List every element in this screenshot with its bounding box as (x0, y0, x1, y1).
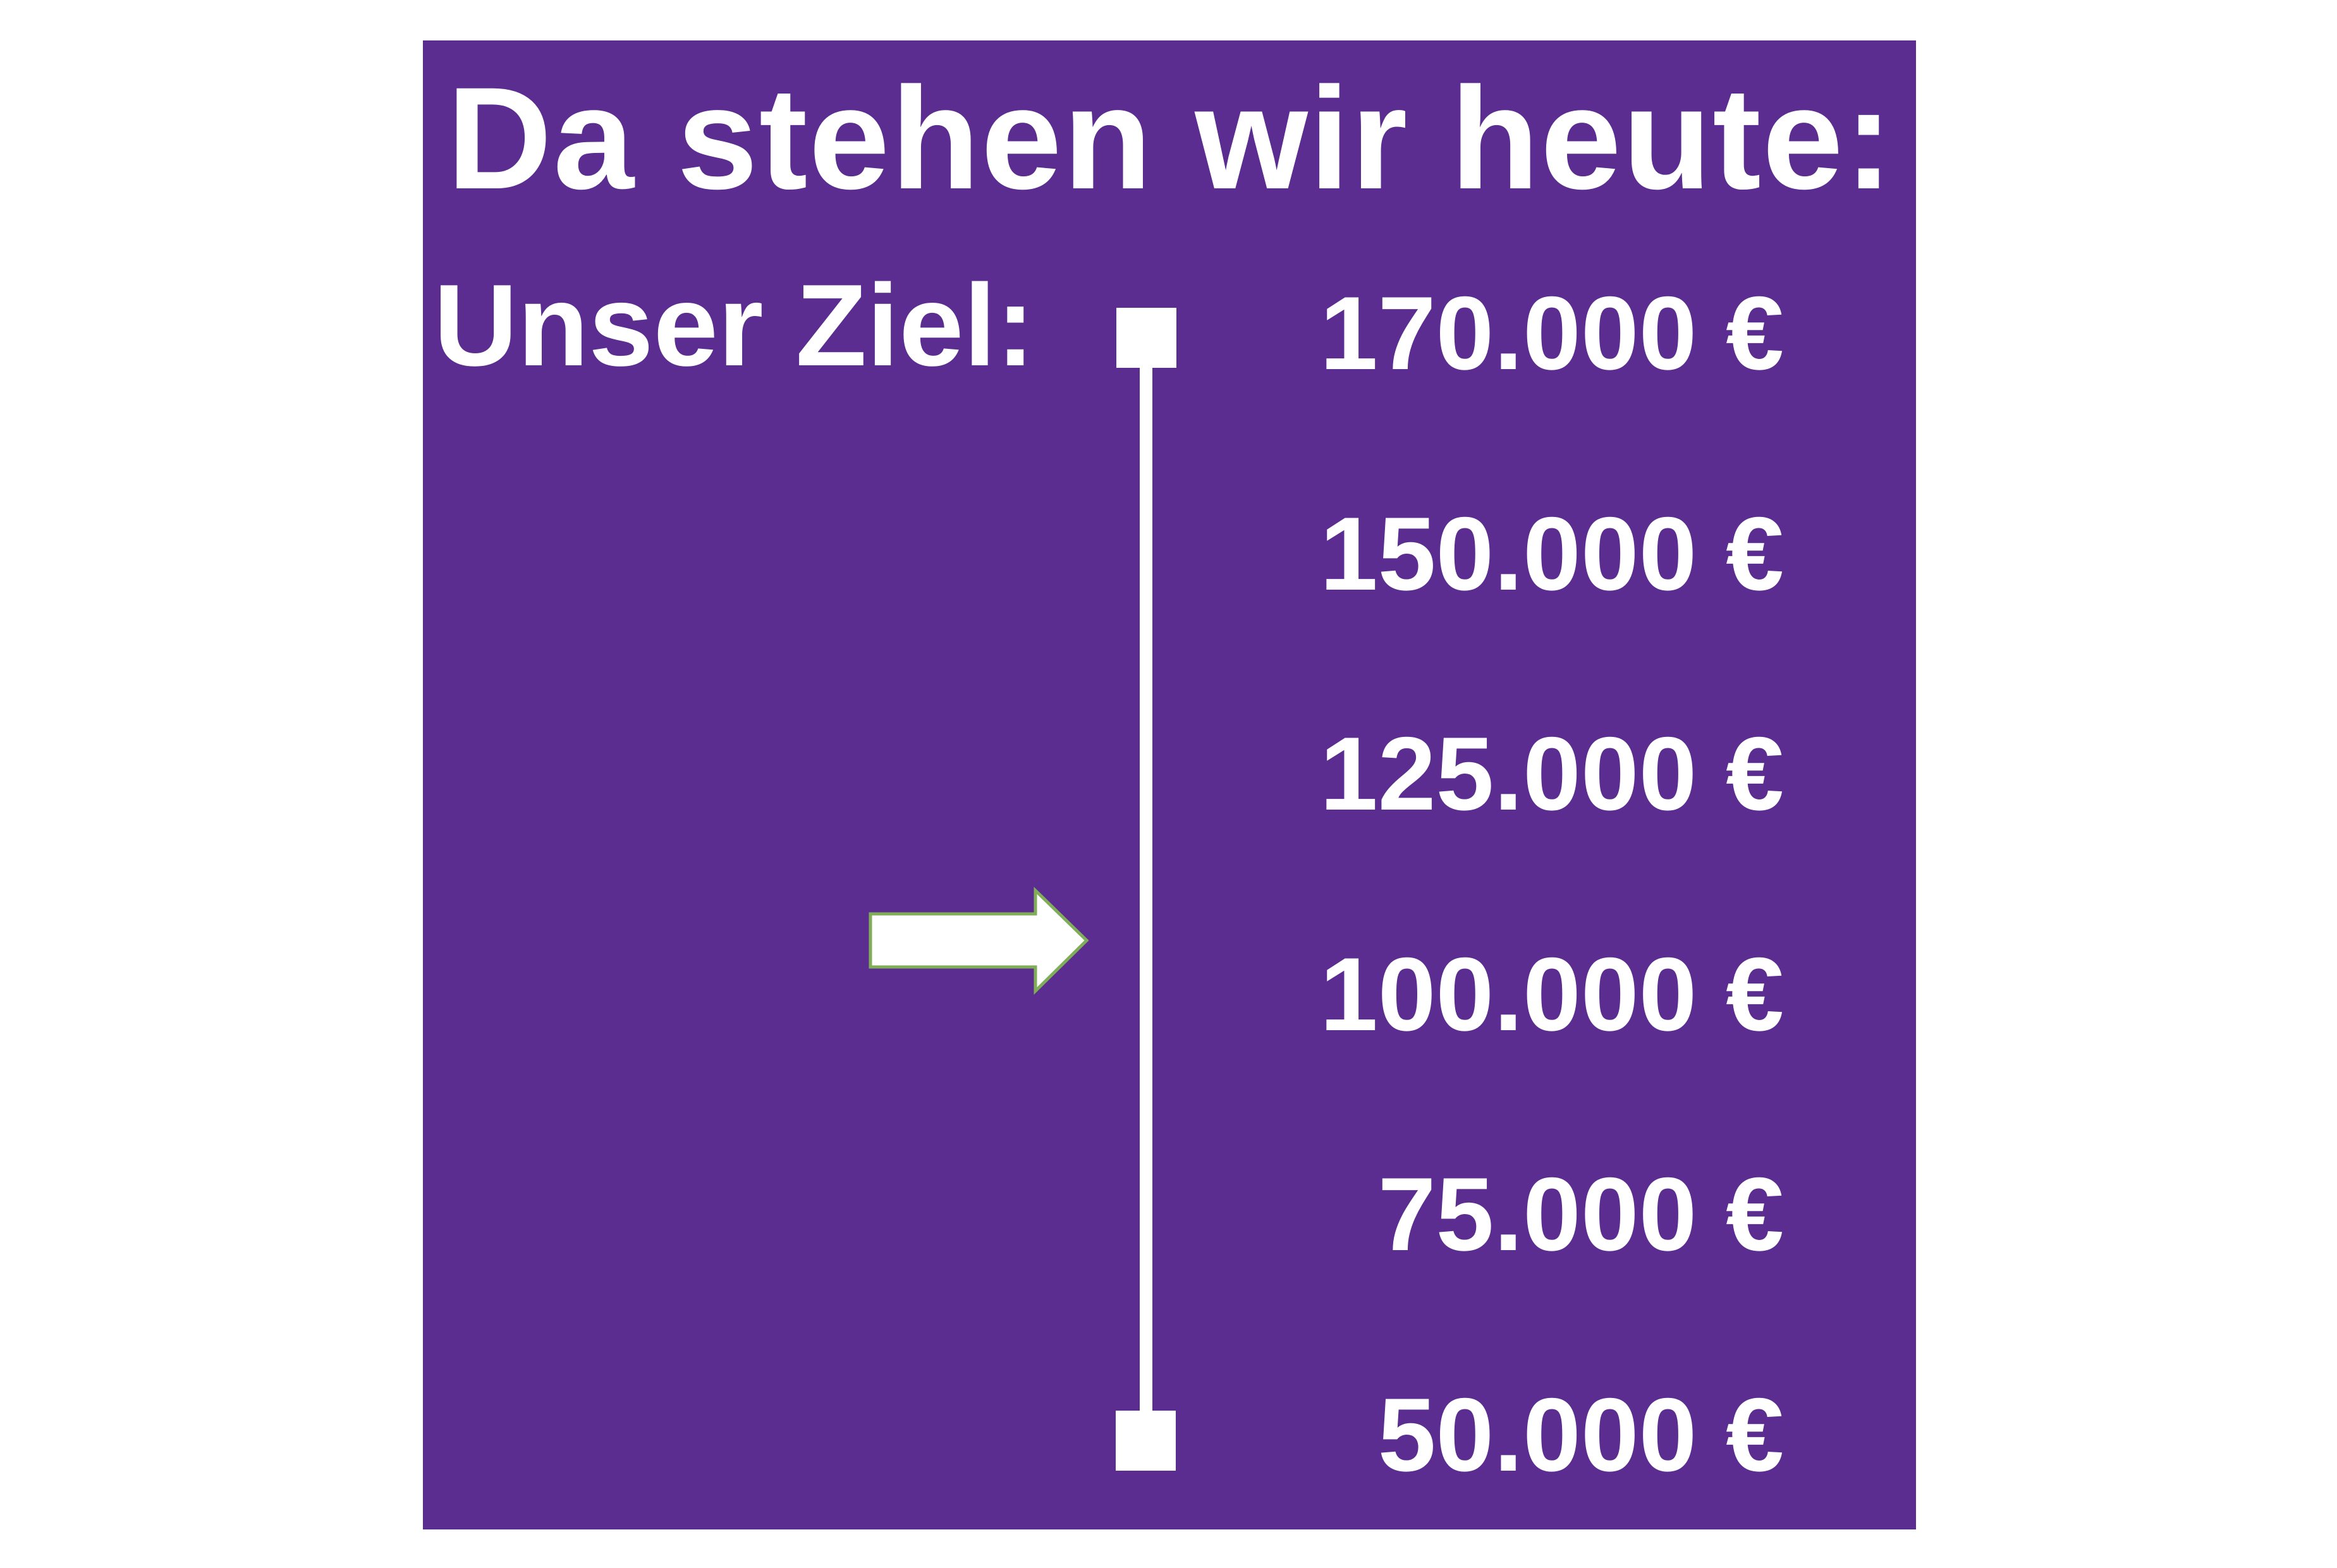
scale-label-75000: 75.000 € (1377, 1155, 1784, 1272)
scale-label-50000: 50.000 € (1377, 1376, 1784, 1493)
scale-line (1140, 367, 1152, 1413)
current-level-arrow-icon (869, 887, 1089, 995)
scale-label-125000: 125.000 € (1319, 715, 1784, 832)
status-panel: Da stehen wir heute: Unser Ziel: 170.000… (423, 40, 1916, 1529)
page-title: Da stehen wir heute: (447, 57, 1895, 219)
scale-label-100000: 100.000 € (1319, 935, 1784, 1052)
scale-label-150000: 150.000 € (1319, 495, 1784, 612)
scale-label-170000: 170.000 € (1319, 274, 1784, 391)
goal-label: Unser Ziel: (434, 260, 1035, 390)
scale-bottom-marker (1116, 1411, 1176, 1471)
scale-top-marker (1116, 308, 1176, 368)
